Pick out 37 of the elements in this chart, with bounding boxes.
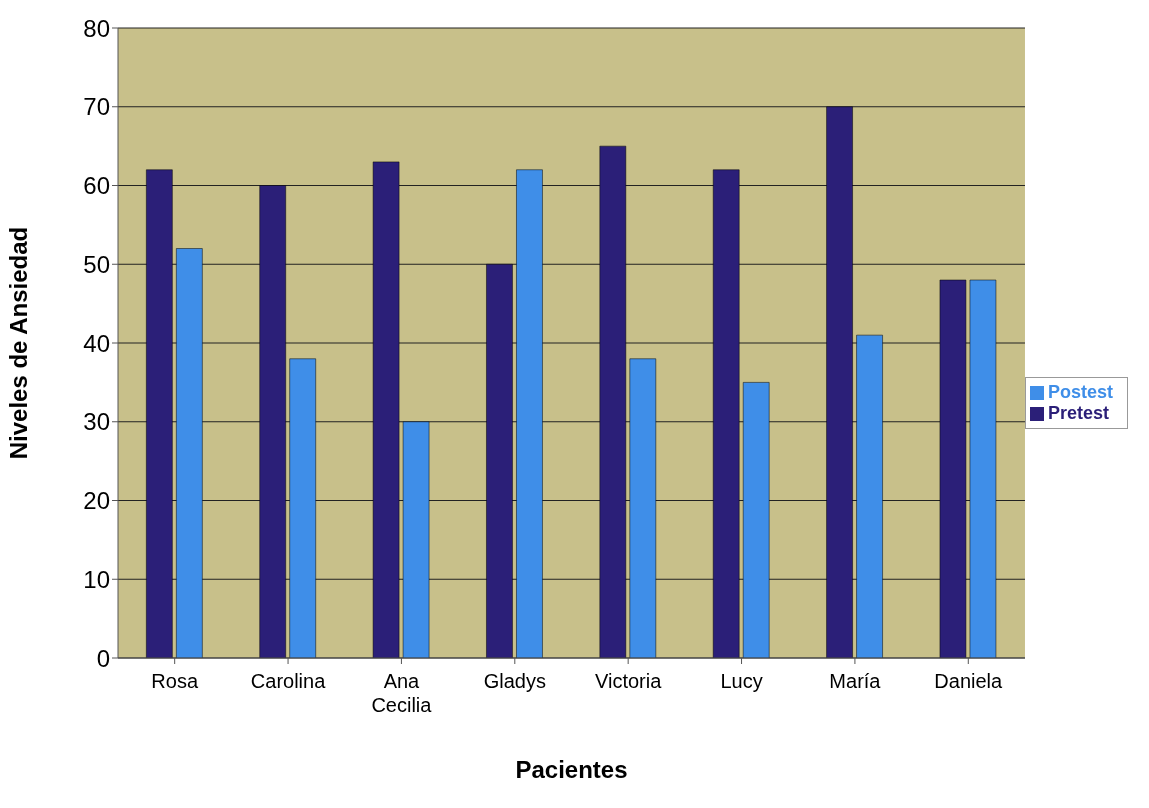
bar	[599, 145, 627, 658]
y-tick-label: 30	[83, 408, 110, 436]
legend-label: Postest	[1047, 382, 1113, 402]
bar	[969, 279, 997, 658]
x-tick-label: Gladys	[483, 670, 546, 692]
bar	[176, 248, 203, 658]
bar	[402, 421, 430, 658]
bar	[259, 185, 286, 658]
x-axis-title: Pacientes	[515, 756, 628, 783]
x-tick-label: Rosa	[151, 670, 199, 692]
bar	[146, 169, 173, 658]
bar	[372, 161, 400, 658]
x-tick-label: Ana Cecilia	[371, 670, 433, 716]
x-tick-label: María	[829, 670, 882, 692]
x-tick-label: Lucy	[720, 670, 763, 692]
bar	[289, 358, 316, 658]
y-tick-label: 40	[83, 329, 110, 357]
bar	[939, 279, 967, 658]
bar	[629, 358, 657, 658]
y-tick-label: 60	[83, 172, 110, 200]
y-tick-label: 10	[83, 565, 110, 593]
bar	[826, 106, 853, 658]
y-tick-label: 50	[83, 250, 110, 278]
x-tick-label: Victoria	[595, 670, 663, 692]
y-tick-label: 70	[83, 93, 110, 121]
y-tick-label: 80	[83, 14, 110, 42]
y-tick-label: 0	[96, 644, 110, 672]
bar	[856, 334, 883, 658]
y-axis-title: Niveles de Ansiedad	[4, 226, 32, 460]
bar	[712, 169, 740, 658]
bar	[516, 169, 543, 658]
y-tick-label: 20	[83, 487, 110, 515]
legend-label: Pretest	[1047, 403, 1109, 423]
x-tick-label: Carolina	[250, 670, 327, 692]
bar	[742, 382, 770, 658]
x-tick-label: Daniela	[934, 670, 1004, 692]
bar	[486, 264, 513, 658]
